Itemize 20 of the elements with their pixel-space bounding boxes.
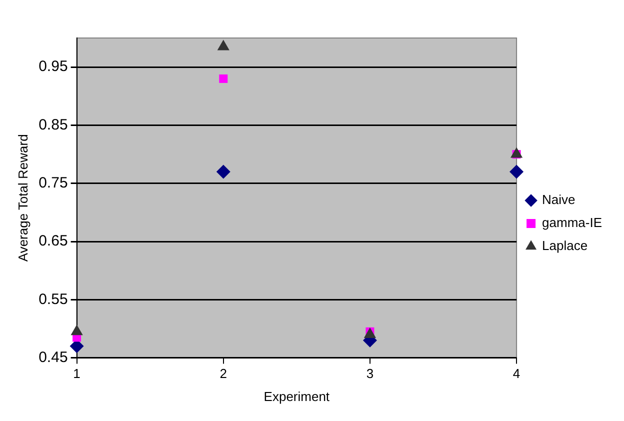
point xyxy=(510,164,524,179)
point xyxy=(219,74,228,83)
x-tick-label: 1 xyxy=(73,366,80,382)
y-axis-title: Average Total Reward xyxy=(15,134,30,262)
x-tick-label: 3 xyxy=(366,366,374,382)
y-tick-label: 0.85 xyxy=(38,116,68,134)
legend-label: Laplace xyxy=(542,238,588,254)
y-tick-label: 0.75 xyxy=(38,174,68,192)
legend-label: Naive xyxy=(542,192,576,208)
y-tick-label: 0.95 xyxy=(38,58,68,76)
y-tick-label: 0.65 xyxy=(38,232,68,250)
legend-label: gamma-IE xyxy=(542,215,602,230)
point xyxy=(364,328,376,338)
y-tick-label: 0.45 xyxy=(38,348,68,366)
x-tick-label: 2 xyxy=(220,366,227,382)
y-tick-label: 0.55 xyxy=(38,290,68,308)
point xyxy=(70,324,83,336)
x-axis-title: Experiment xyxy=(264,388,330,404)
point xyxy=(216,164,230,179)
x-tick-label: 4 xyxy=(512,366,520,382)
